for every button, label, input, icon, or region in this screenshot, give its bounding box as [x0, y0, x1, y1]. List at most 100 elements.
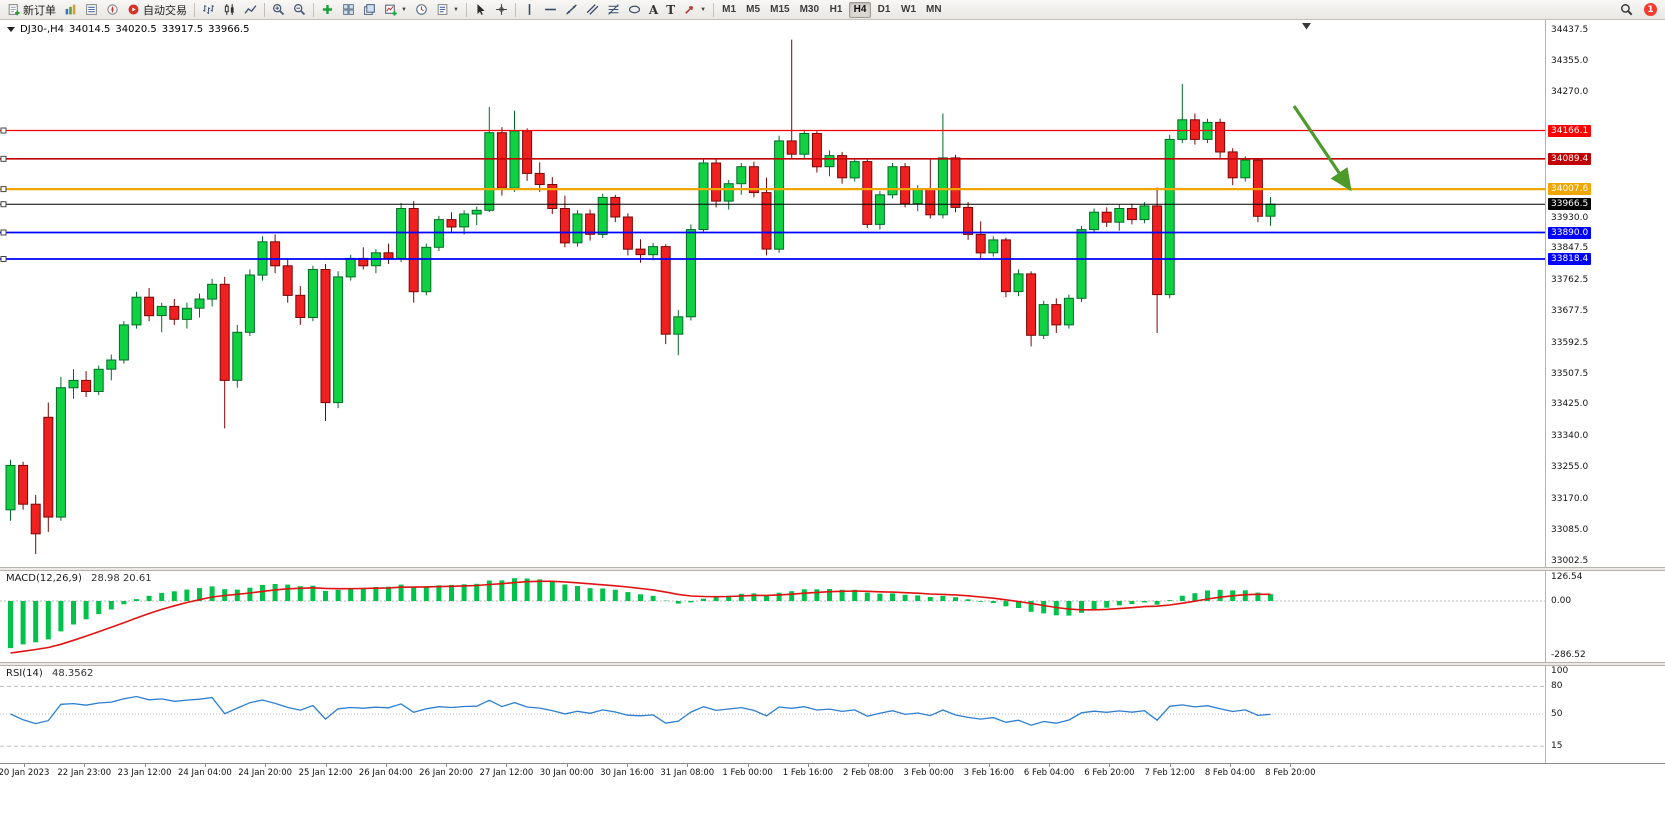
line-handle[interactable] [0, 186, 7, 193]
chart-shift-marker-icon[interactable] [1302, 23, 1311, 30]
line-chart-button[interactable] [240, 1, 261, 18]
price-tick: 33762.5 [1551, 274, 1589, 285]
candlestick-chart-button[interactable] [219, 1, 240, 18]
rsi-label: RSI(14) 48.3562 [6, 668, 93, 679]
market-watch-button[interactable] [60, 1, 81, 18]
pane-splitter[interactable] [0, 567, 1665, 571]
cursor-tool-button[interactable] [470, 1, 491, 18]
candle-body [534, 172, 545, 185]
pane-splitter[interactable] [0, 662, 1665, 666]
auto-trading-button[interactable]: 自动交易 [123, 1, 191, 18]
candle-body [761, 192, 772, 250]
line-handle[interactable] [0, 229, 7, 236]
line-handle[interactable] [0, 127, 7, 134]
macd-pane[interactable] [0, 571, 1545, 662]
candle-body [887, 166, 898, 196]
macd-tick: 0.00 [1551, 596, 1572, 606]
vertical-line-tool-button[interactable] [519, 1, 540, 18]
indicators-button[interactable] [317, 1, 338, 18]
search-button[interactable] [1616, 1, 1637, 18]
candle-body [1013, 273, 1024, 293]
price-tick: 33002.5 [1551, 555, 1589, 566]
candlestick-chart-icon [224, 4, 234, 15]
templates-icon [437, 4, 448, 15]
timeframe-button-M5[interactable]: M5 [742, 2, 764, 18]
crosshair-tool-button[interactable] [491, 1, 512, 18]
channel-tool-button[interactable] [582, 1, 603, 18]
candle-body [131, 296, 142, 326]
shapes-tool-button[interactable] [624, 1, 645, 18]
candle-body [320, 269, 331, 404]
time-axis[interactable]: 20 Jan 2023 22 Jan 23:00 23 Jan 12:00 24 Ja… [0, 763, 1665, 785]
candle-body [307, 269, 318, 318]
price-tick: 34270.0 [1551, 87, 1589, 98]
timeframe-button-M30[interactable]: M30 [796, 2, 823, 18]
price-line-object-33890.0[interactable] [0, 229, 1545, 236]
line-handle[interactable] [0, 256, 7, 262]
chart-title: DJ30-,H4 34014.5 34020.5 33917.5 33966.5 [7, 24, 249, 35]
candle-body [1240, 159, 1251, 179]
bar-chart-button[interactable] [198, 1, 219, 18]
price-tick: 33677.5 [1551, 306, 1589, 317]
cascade-windows-button[interactable] [359, 1, 380, 18]
price-line-object-34089.4[interactable] [0, 155, 1545, 162]
arrows-tool-button[interactable]: ▼ [679, 1, 710, 18]
cursor-icon [477, 4, 485, 15]
rsi-pane[interactable] [0, 666, 1545, 763]
label-tool-button[interactable]: T [662, 1, 679, 18]
candle-body [194, 298, 205, 309]
candle-body [937, 157, 948, 216]
templates-button[interactable]: ▼ [432, 1, 463, 18]
price-line-object-34166.1[interactable] [0, 127, 1545, 134]
tile-windows-button[interactable] [338, 1, 359, 18]
time-label: 3 Feb 00:00 [903, 768, 954, 778]
price-line-object-33966.5[interactable] [0, 201, 1545, 208]
timeframe-button-M1[interactable]: M1 [718, 2, 740, 18]
candle-body [1265, 203, 1276, 217]
new-order-button[interactable]: 新订单 [3, 1, 60, 18]
text-tool-icon: A [648, 2, 659, 17]
timeframe-button-H4[interactable]: H4 [849, 1, 872, 18]
macd-axis[interactable]: 126.54 0.00 -286.52 [1545, 571, 1665, 662]
text-tool-button[interactable]: A [645, 1, 662, 18]
timeframe-button-H1[interactable]: H1 [825, 2, 847, 18]
data-window-button[interactable] [81, 1, 102, 18]
fibonacci-tool-button[interactable] [603, 1, 624, 18]
main-chart-pane[interactable] [0, 20, 1545, 567]
price-line-object-34007.6[interactable] [0, 186, 1545, 193]
new-chart-button[interactable]: ▼ [380, 1, 411, 18]
toolbar-separator [465, 2, 467, 17]
trend-arrow-annotation[interactable] [1292, 105, 1352, 192]
price-axis[interactable]: 34437.5 34355.0 34270.0 33930.0 33847.5 33762… [1545, 20, 1665, 567]
candle-body [963, 206, 974, 235]
time-label: 20 Jan 2023 [0, 768, 50, 778]
line-handle[interactable] [0, 155, 7, 162]
timeframe-button-W1[interactable]: W1 [897, 2, 920, 18]
price-line-object-33818.4[interactable] [0, 256, 1545, 262]
time-label: 3 Feb 16:00 [963, 768, 1014, 778]
notification-badge[interactable]: 1 [1644, 3, 1657, 16]
navigator-button[interactable] [102, 1, 123, 18]
rsi-tick: 80 [1551, 681, 1563, 692]
trendline-tool-button[interactable] [561, 1, 582, 18]
zoom-out-button[interactable] [289, 1, 310, 18]
candle-body [55, 387, 66, 518]
timeframe-button-M15[interactable]: M15 [766, 2, 793, 18]
time-label: 8 Feb 04:00 [1204, 768, 1256, 778]
horizontal-line-tool-button[interactable] [540, 1, 561, 18]
trendline-icon [566, 4, 577, 15]
price-line-badge: 33890.0 [1548, 226, 1592, 239]
timeframe-button-D1[interactable]: D1 [873, 2, 895, 18]
price-tick: 33170.0 [1551, 493, 1589, 504]
time-tick [566, 764, 568, 767]
time-label: 6 Feb 20:00 [1084, 768, 1135, 778]
candle-body [1215, 121, 1226, 153]
clock-button[interactable] [411, 1, 432, 18]
line-handle[interactable] [0, 201, 7, 208]
zoom-in-button[interactable] [268, 1, 289, 18]
macd-tick: 126.54 [1551, 572, 1583, 582]
candle-body [862, 161, 873, 225]
rsi-axis[interactable]: 100 80 50 15 [1545, 666, 1665, 763]
timeframe-button-MN[interactable]: MN [922, 2, 946, 18]
time-tick [204, 764, 206, 767]
